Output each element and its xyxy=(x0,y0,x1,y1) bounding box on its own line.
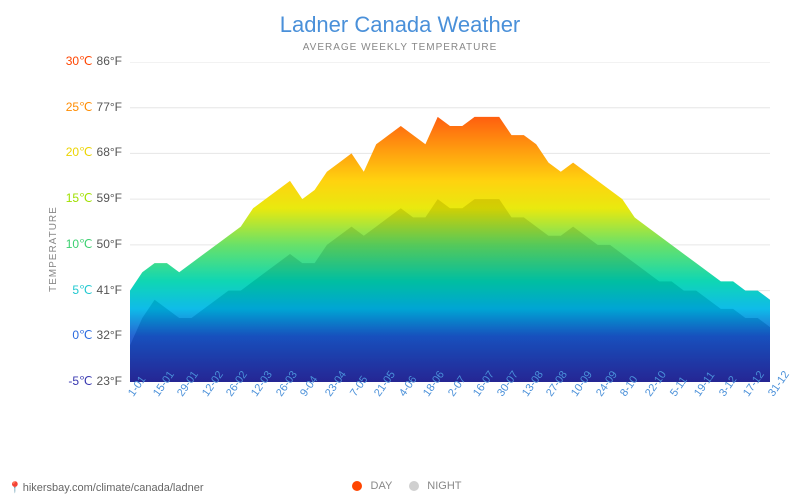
y-tick: -5℃23°F xyxy=(40,374,122,388)
page-subtitle: AVERAGE WEEKLY TEMPERATURE xyxy=(0,42,800,53)
y-tick: 15℃59°F xyxy=(40,191,122,205)
plot-area xyxy=(130,62,770,382)
y-tick: 10℃50°F xyxy=(40,237,122,251)
y-tick: 5℃41°F xyxy=(40,283,122,297)
source-attribution: 📍hikersbay.com/climate/canada/ladner xyxy=(8,481,203,494)
legend-day-label: DAY xyxy=(371,480,393,492)
pin-icon: 📍 xyxy=(8,482,22,494)
y-tick: 0℃32°F xyxy=(40,328,122,342)
page-title: Ladner Canada Weather xyxy=(0,0,800,38)
legend-day-dot xyxy=(352,481,362,491)
legend-night-dot xyxy=(409,481,419,491)
chart-svg xyxy=(130,62,770,382)
temperature-chart: TEMPERATURE 30℃86°F25℃77°F20℃68°F15℃59°F… xyxy=(40,62,770,422)
y-tick: 25℃77°F xyxy=(40,100,122,114)
y-tick: 30℃86°F xyxy=(40,54,122,68)
legend-night-label: NIGHT xyxy=(427,480,461,492)
y-tick: 20℃68°F xyxy=(40,145,122,159)
